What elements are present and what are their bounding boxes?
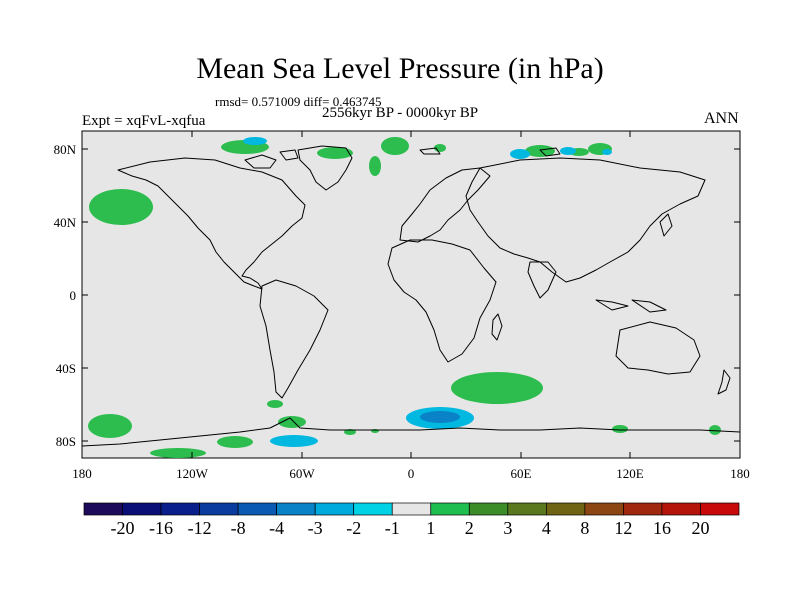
lon-label-120e: 120E bbox=[616, 466, 644, 481]
colorbar-label: 8 bbox=[580, 518, 589, 538]
anomaly-arctic-2 bbox=[381, 137, 409, 155]
colorbar-label: 3 bbox=[503, 518, 512, 538]
lat-label-80n: 80N bbox=[54, 142, 77, 157]
anomaly-arctic-neg-4 bbox=[602, 149, 612, 155]
lat-label-0: 0 bbox=[70, 288, 77, 303]
colorbar-swatch bbox=[237, 502, 277, 516]
colorbar-label: 2 bbox=[465, 518, 474, 538]
colorbar-swatch bbox=[276, 502, 316, 516]
colorbar-label: -3 bbox=[308, 518, 323, 538]
anomaly-southern-ocean bbox=[451, 372, 543, 404]
colorbar-label: 16 bbox=[653, 518, 671, 538]
season-label: ANN bbox=[704, 110, 739, 127]
colorbar-label: -12 bbox=[188, 518, 212, 538]
colorbar-label: -8 bbox=[231, 518, 246, 538]
colorbar-label: -1 bbox=[385, 518, 400, 538]
colorbar-label: -2 bbox=[346, 518, 361, 538]
colorbar-swatch bbox=[122, 502, 162, 516]
anomaly-antarctic-2 bbox=[150, 448, 206, 458]
colorbar-swatch bbox=[507, 502, 547, 516]
colorbar-swatch bbox=[661, 502, 701, 516]
anomaly-antarctic-low-core bbox=[420, 411, 460, 423]
anomaly-antarctic-1 bbox=[88, 414, 132, 438]
colorbar: -20 -16 -12 -8 -4 -3 -2 -1 1 2 3 4 8 12 16 20 bbox=[83, 502, 740, 538]
lon-label-180w: 180 bbox=[72, 466, 92, 481]
lon-label-120w: 120W bbox=[176, 466, 209, 481]
colorbar-label: 4 bbox=[542, 518, 551, 538]
colorbar-label: -16 bbox=[149, 518, 173, 538]
anomaly-arctic-3 bbox=[317, 147, 353, 159]
colorbar-swatch bbox=[353, 502, 393, 516]
anomaly-antarctic-3 bbox=[217, 436, 253, 448]
lon-label-60w: 60W bbox=[289, 466, 315, 481]
colorbar-label: 20 bbox=[691, 518, 709, 538]
colorbar-label: -4 bbox=[269, 518, 284, 538]
colorbar-swatch bbox=[430, 502, 470, 516]
lon-label-180e: 180 bbox=[730, 466, 750, 481]
axis-ticks bbox=[82, 131, 740, 458]
lat-label-80s: 80S bbox=[56, 434, 76, 449]
anomaly-arctic-neg-2 bbox=[510, 149, 530, 159]
anomaly-antarctic-4 bbox=[278, 416, 306, 428]
anomaly-siberia bbox=[525, 145, 555, 157]
anomaly-arctic-neg-3 bbox=[560, 147, 576, 155]
anomaly-antarctic-low-2 bbox=[270, 435, 318, 447]
colorbar-swatch bbox=[391, 502, 432, 516]
anomaly-antarctic-6 bbox=[612, 425, 628, 433]
colorbar-swatch bbox=[160, 502, 200, 516]
anomaly-north-pacific bbox=[89, 189, 153, 225]
anomaly-antarctic-5 bbox=[267, 400, 283, 408]
lat-label-40s: 40S bbox=[56, 361, 76, 376]
colorbar-swatch bbox=[584, 502, 624, 516]
map-frame bbox=[81, 130, 741, 459]
colorbar-swatch bbox=[199, 502, 239, 516]
colorbar-swatch bbox=[83, 502, 123, 516]
colorbar-label: -20 bbox=[111, 518, 135, 538]
anomaly-shading bbox=[88, 137, 721, 458]
map-title: Mean Sea Level Pressure (in hPa) bbox=[196, 52, 604, 85]
colorbar-swatch bbox=[623, 502, 663, 516]
colorbar-swatch bbox=[314, 502, 355, 516]
colorbar-swatch bbox=[468, 502, 509, 516]
lat-label-40n: 40N bbox=[54, 215, 77, 230]
experiment-label: Expt = xqFvL-xqfua bbox=[82, 113, 206, 129]
coastlines bbox=[81, 145, 741, 447]
statistics-label: rmsd= 0.571009 diff= 0.463745 bbox=[215, 94, 382, 109]
lon-label-0: 0 bbox=[408, 466, 415, 481]
anomaly-greenland bbox=[369, 156, 381, 176]
anomaly-arctic-neg-1 bbox=[243, 137, 267, 145]
colorbar-swatch bbox=[545, 502, 586, 516]
lon-label-60e: 60E bbox=[511, 466, 532, 481]
colorbar-swatch bbox=[700, 502, 740, 516]
colorbar-label: 1 bbox=[426, 518, 435, 538]
period-label: 2556kyr BP - 0000kyr BP bbox=[321, 105, 479, 121]
colorbar-label: 12 bbox=[614, 518, 632, 538]
anomaly-antarctic-7 bbox=[709, 425, 721, 435]
